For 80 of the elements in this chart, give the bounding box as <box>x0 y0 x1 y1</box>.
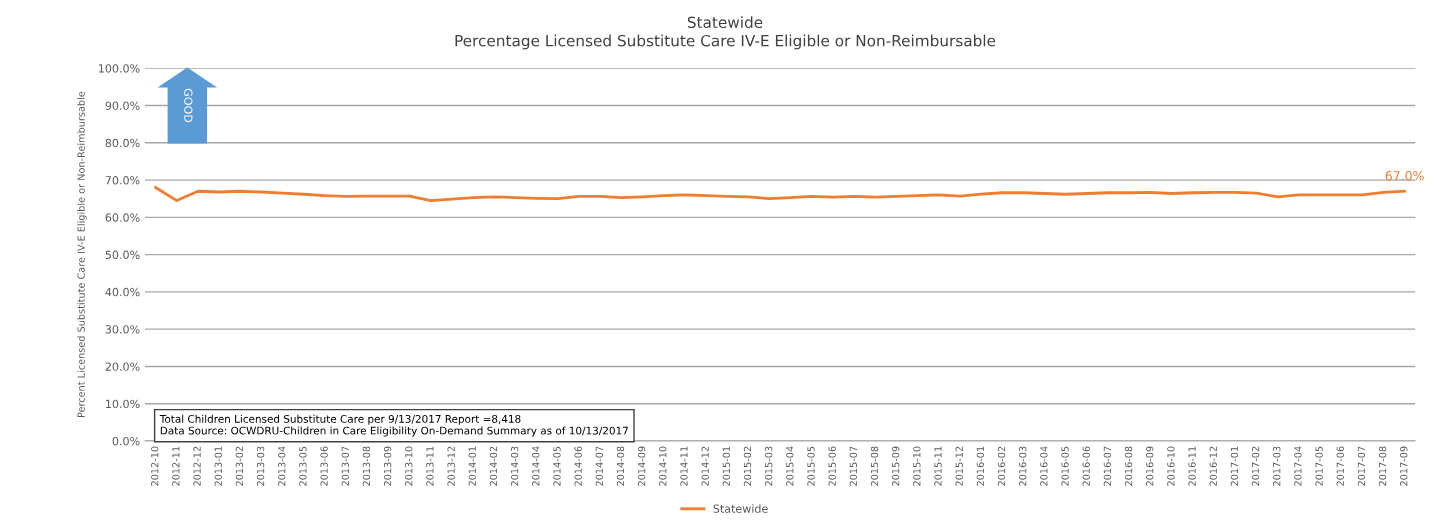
x-tick-label: 2017-02 <box>1251 446 1260 486</box>
x-tick-label: 2014-01 <box>468 446 476 486</box>
line-series <box>154 186 1407 202</box>
y-tick-label: 40.0% <box>105 287 140 297</box>
x-tick-label: 2015-06 <box>828 446 836 486</box>
x-tick-label: 2012-10 <box>151 446 159 486</box>
x-tick-label: 2016-01 <box>976 446 985 486</box>
x-tick-label: 2013-01 <box>214 446 222 486</box>
x-tick-label: 2015-01 <box>722 446 730 486</box>
x-tick-label: 2017-04 <box>1294 446 1302 486</box>
x-tick-label: 2015-03 <box>764 446 773 486</box>
annotation: GOOD <box>184 88 193 123</box>
x-tick-label: 2016-12 <box>1209 446 1217 486</box>
x-tick-label: 2013-04 <box>278 446 286 486</box>
x-tick-label: 2013-03 <box>256 446 265 486</box>
x-tick-label: 2017-07 <box>1357 446 1366 486</box>
x-tick-label: 2013-12 <box>447 446 455 486</box>
x-tick-label: 2013-05 <box>299 446 307 486</box>
x-tick-label: 2016-11 <box>1188 446 1196 486</box>
x-tick-label: 2015-12 <box>955 446 963 486</box>
x-tick-label: 2014-12 <box>701 446 709 486</box>
y-tick-label: 100.0% <box>98 64 140 73</box>
x-tick-label: 2014-07 <box>595 446 603 486</box>
x-tick-label: 2014-04 <box>532 446 540 486</box>
data-label: 67.0% <box>1385 171 1424 181</box>
x-tick-label: 2016-03 <box>1019 446 1027 486</box>
y-tick-label: 30.0% <box>105 325 140 334</box>
annotation: Total Children Licensed Substitute Care per 9/13/2017 Report =8,418 <box>159 414 521 425</box>
x-tick-label: 2014-10 <box>659 446 667 486</box>
x-tick-label: 2013-07 <box>341 446 349 486</box>
x-tick-label: 2017-06 <box>1336 446 1344 486</box>
x-tick-label: 2015-04 <box>786 446 794 486</box>
x-tick-label: 2015-11 <box>934 446 942 486</box>
x-tick-label: 2017-01 <box>1230 446 1239 486</box>
x-tick-label: 2016-02 <box>997 446 1006 486</box>
x-tick-label: 2013-09 <box>383 446 392 486</box>
y-tick-label: 20.0% <box>105 362 140 371</box>
x-tick-label: 2014-03 <box>510 446 519 486</box>
x-tick-label: 2013-11 <box>426 446 434 486</box>
x-tick-label: 2017-03 <box>1273 446 1281 486</box>
legend-label: Statewide <box>713 504 768 513</box>
x-tick-label: 2014-05 <box>553 446 561 486</box>
x-tick-label: 2016-10 <box>1167 446 1175 486</box>
x-tick-label: 2016-07 <box>1103 446 1112 486</box>
x-tick-label: 2015-09 <box>892 446 900 486</box>
x-tick-label: 2016-05 <box>1061 446 1069 486</box>
x-tick-label: 2017-09 <box>1400 446 1408 486</box>
x-tick-label: 2015-05 <box>807 446 815 486</box>
x-tick-label: 2017-05 <box>1315 446 1323 486</box>
y-tick-label: 50.0% <box>105 250 140 259</box>
x-tick-label: 2013-08 <box>362 446 371 486</box>
y-tick-label: 0.0% <box>112 436 140 446</box>
y-axis-title: Percent Licensed Substitute Care IV-E Eligible or Non-Reimbursable <box>77 91 87 418</box>
x-tick-label: 2013-06 <box>320 446 328 486</box>
x-tick-label: 2015-10 <box>913 446 921 486</box>
x-tick-label: 2013-10 <box>405 446 413 486</box>
x-tick-label: 2016-04 <box>1040 446 1048 486</box>
y-tick-label: 60.0% <box>105 213 140 222</box>
x-tick-label: 2015-07 <box>849 446 858 486</box>
y-tick-label: 10.0% <box>106 399 140 409</box>
chart-subtitle: Percentage Licensed Substitute Care IV-E Eligible or Non-Reimbursable <box>455 34 996 50</box>
x-tick-label: 2014-08 <box>616 446 625 486</box>
x-tick-label: 2016-06 <box>1082 446 1090 486</box>
x-tick-label: 2014-09 <box>637 446 646 486</box>
annotation: Data Source: OCWDRU-Children in Care Eligibility On-Demand Summary as of 10/13/2017 <box>160 426 628 437</box>
x-tick-label: 2014-02 <box>489 446 498 486</box>
y-tick-label: 70.0% <box>105 176 140 185</box>
x-tick-label: 2016-08 <box>1124 446 1133 486</box>
y-tick-label: 80.0% <box>105 138 140 148</box>
chart-title: Statewide <box>687 16 763 29</box>
x-tick-label: 2013-02 <box>235 446 244 486</box>
x-tick-label: 2012-12 <box>193 446 201 486</box>
x-tick-label: 2014-06 <box>574 446 582 486</box>
x-tick-label: 2017-08 <box>1378 446 1387 486</box>
x-tick-label: 2015-08 <box>870 446 879 486</box>
x-tick-label: 2016-09 <box>1146 446 1154 486</box>
x-tick-label: 2015-02 <box>743 446 752 486</box>
y-tick-label: 90.0% <box>105 101 140 110</box>
x-tick-label: 2014-11 <box>680 446 688 486</box>
x-tick-label: 2012-11 <box>172 446 180 486</box>
